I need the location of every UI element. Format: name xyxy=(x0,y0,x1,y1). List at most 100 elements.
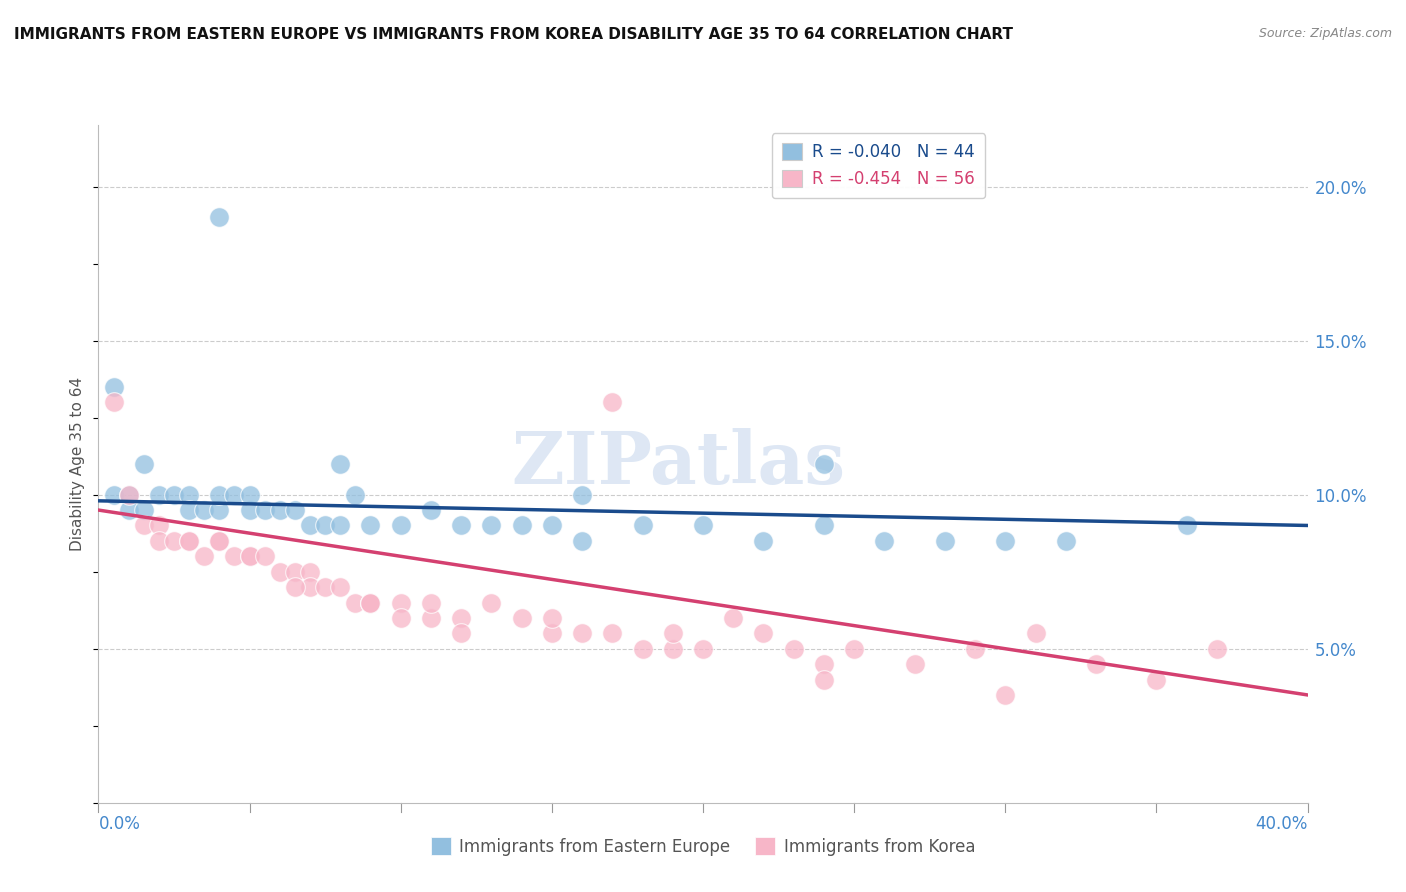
Point xyxy=(934,533,956,548)
Point xyxy=(299,565,322,579)
Point xyxy=(163,488,186,502)
Point xyxy=(420,503,443,517)
Point xyxy=(571,626,593,640)
Point xyxy=(179,533,201,548)
Point xyxy=(723,611,745,625)
Point xyxy=(269,565,291,579)
Point xyxy=(1054,533,1077,548)
Point xyxy=(118,488,141,502)
Point xyxy=(224,488,246,502)
Point xyxy=(224,549,246,564)
Point xyxy=(208,533,231,548)
Point xyxy=(284,580,307,594)
Point xyxy=(389,518,412,533)
Point xyxy=(1175,518,1198,533)
Point xyxy=(132,503,155,517)
Point xyxy=(284,565,307,579)
Point xyxy=(269,503,291,517)
Point xyxy=(1206,641,1229,656)
Point xyxy=(450,611,472,625)
Text: Source: ZipAtlas.com: Source: ZipAtlas.com xyxy=(1258,27,1392,40)
Point xyxy=(132,518,155,533)
Point xyxy=(344,595,367,609)
Point xyxy=(103,488,125,502)
Point xyxy=(179,533,201,548)
Point xyxy=(602,395,624,409)
Point xyxy=(389,595,412,609)
Point xyxy=(752,533,775,548)
Point xyxy=(208,533,231,548)
Point xyxy=(602,626,624,640)
Point xyxy=(314,518,336,533)
Point xyxy=(662,641,685,656)
Point xyxy=(540,611,562,625)
Point xyxy=(420,595,443,609)
Point xyxy=(360,595,382,609)
Point xyxy=(299,518,322,533)
Point xyxy=(481,595,503,609)
Point xyxy=(540,626,562,640)
Point xyxy=(253,503,276,517)
Point xyxy=(965,641,987,656)
Point xyxy=(450,626,472,640)
Point xyxy=(208,488,231,502)
Point xyxy=(420,611,443,625)
Point xyxy=(148,518,170,533)
Point xyxy=(813,673,835,687)
Point xyxy=(329,580,352,594)
Point xyxy=(692,518,714,533)
Point xyxy=(1144,673,1167,687)
Point xyxy=(344,488,367,502)
Point xyxy=(314,580,336,594)
Point xyxy=(284,503,307,517)
Point xyxy=(450,518,472,533)
Point xyxy=(132,457,155,471)
Point xyxy=(103,395,125,409)
Point xyxy=(193,549,215,564)
Point xyxy=(360,518,382,533)
Point xyxy=(752,626,775,640)
Point xyxy=(904,657,927,672)
Text: ZIPatlas: ZIPatlas xyxy=(512,428,846,500)
Point xyxy=(148,533,170,548)
Point xyxy=(360,595,382,609)
Point xyxy=(208,503,231,517)
Point xyxy=(163,533,186,548)
Text: IMMIGRANTS FROM EASTERN EUROPE VS IMMIGRANTS FROM KOREA DISABILITY AGE 35 TO 64 : IMMIGRANTS FROM EASTERN EUROPE VS IMMIGR… xyxy=(14,27,1014,42)
Point xyxy=(389,611,412,625)
Point xyxy=(103,380,125,394)
Point xyxy=(631,518,654,533)
Point xyxy=(239,503,262,517)
Legend: R = -0.040   N = 44, R = -0.454   N = 56: R = -0.040 N = 44, R = -0.454 N = 56 xyxy=(772,133,984,198)
Point xyxy=(631,641,654,656)
Point xyxy=(239,488,262,502)
Point xyxy=(510,611,533,625)
Point xyxy=(994,533,1017,548)
Y-axis label: Disability Age 35 to 64: Disability Age 35 to 64 xyxy=(70,376,86,551)
Point xyxy=(148,488,170,502)
Text: 0.0%: 0.0% xyxy=(98,815,141,833)
Point xyxy=(813,457,835,471)
Point xyxy=(510,518,533,533)
Point xyxy=(329,518,352,533)
Point xyxy=(193,503,215,517)
Point xyxy=(813,657,835,672)
Point xyxy=(873,533,896,548)
Point xyxy=(481,518,503,533)
Point xyxy=(253,549,276,564)
Point xyxy=(813,518,835,533)
Point xyxy=(540,518,562,533)
Point xyxy=(239,549,262,564)
Point xyxy=(179,503,201,517)
Point xyxy=(662,626,685,640)
Point xyxy=(783,641,806,656)
Point xyxy=(208,211,231,225)
Text: 40.0%: 40.0% xyxy=(1256,815,1308,833)
Point xyxy=(360,595,382,609)
Point xyxy=(329,457,352,471)
Point xyxy=(571,533,593,548)
Point xyxy=(179,488,201,502)
Point xyxy=(299,580,322,594)
Point xyxy=(994,688,1017,702)
Point xyxy=(118,503,141,517)
